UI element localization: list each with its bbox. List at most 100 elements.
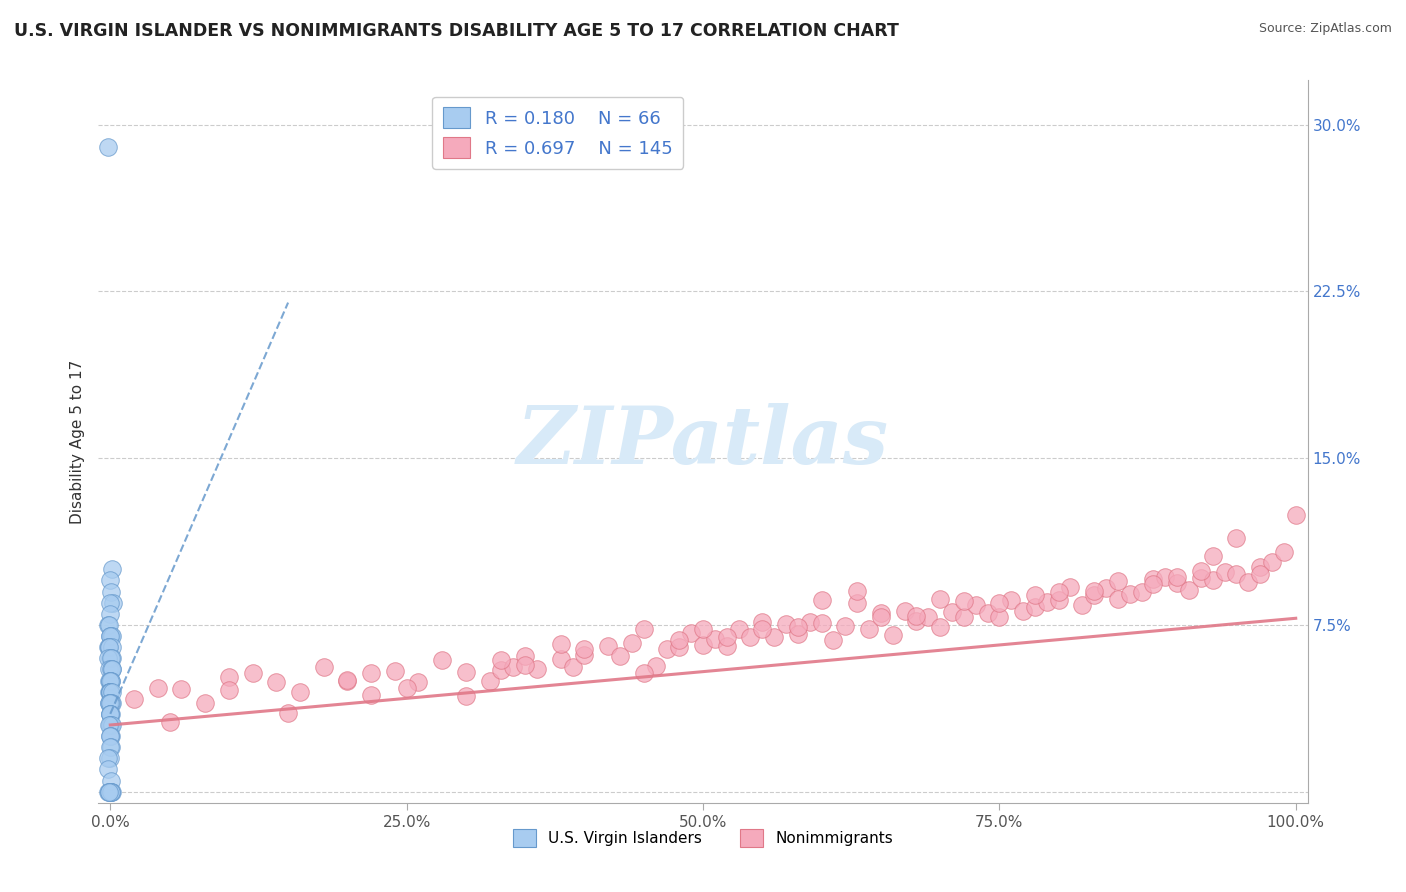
Point [1012,604,1035,618]
Point [97,640,120,655]
Point [98,684,121,698]
Point [100,662,122,676]
Point [384,664,406,678]
Point [727,622,749,636]
Point [786,627,808,641]
Point [218,683,240,698]
Point [98,684,121,698]
Point [288,685,311,699]
Point [869,609,891,624]
Point [1189,564,1212,578]
Point [574,648,596,662]
Point [703,632,725,647]
Point [1213,566,1236,580]
Point [98,696,121,710]
Point [858,622,880,636]
Point [360,688,382,702]
Point [1202,573,1225,587]
Point [336,673,359,688]
Point [98,629,121,643]
Point [929,620,952,634]
Point [550,651,572,665]
Point [681,626,703,640]
Point [751,615,773,629]
Point [1059,580,1081,594]
Point [100,785,122,799]
Point [100,673,122,688]
Point [97,684,120,698]
Point [100,629,122,643]
Point [526,662,548,676]
Point [454,665,477,680]
Point [751,622,773,636]
Point [1178,583,1201,598]
Point [1024,599,1046,614]
Text: ZIPatlas: ZIPatlas [517,403,889,480]
Point [692,638,714,652]
Point [100,596,122,610]
Point [810,592,832,607]
Point [834,618,856,632]
Point [100,673,122,688]
Point [716,639,738,653]
Point [633,622,655,636]
Point [988,609,1011,624]
Point [98,618,121,632]
Point [775,617,797,632]
Point [1249,559,1271,574]
Point [609,648,631,663]
Point [97,640,120,655]
Point [1071,598,1094,612]
Point [97,751,120,765]
Point [965,598,987,612]
Point [1036,595,1059,609]
Point [264,675,287,690]
Point [1237,575,1260,590]
Point [929,591,952,606]
Point [668,633,690,648]
Point [454,689,477,703]
Point [740,631,762,645]
Point [1107,574,1129,588]
Point [97,140,120,154]
Point [98,684,121,698]
Point [1142,572,1164,586]
Point [941,606,963,620]
Point [1119,587,1142,601]
Point [882,628,904,642]
Point [159,714,181,729]
Point [100,629,122,643]
Point [101,651,124,665]
Point [100,785,122,799]
Point [98,785,121,799]
Point [98,706,121,721]
Point [1154,570,1177,584]
Point [101,718,124,732]
Point [905,614,928,628]
Point [1083,584,1105,599]
Point [1166,570,1188,584]
Point [100,651,122,665]
Point [846,584,869,599]
Point [491,652,513,666]
Point [100,718,122,732]
Point [98,640,121,655]
Point [1047,593,1070,607]
Point [98,706,121,721]
Point [100,740,122,755]
Point [976,606,998,620]
Point [786,620,808,634]
Point [98,651,121,665]
Point [1166,576,1188,591]
Point [988,595,1011,609]
Point [1047,585,1070,599]
Point [336,673,359,687]
Point [100,729,122,743]
Point [432,653,454,667]
Point [101,785,124,799]
Point [100,773,122,788]
Point [395,681,418,695]
Point [98,729,121,743]
Point [1285,508,1308,522]
Point [823,633,845,648]
